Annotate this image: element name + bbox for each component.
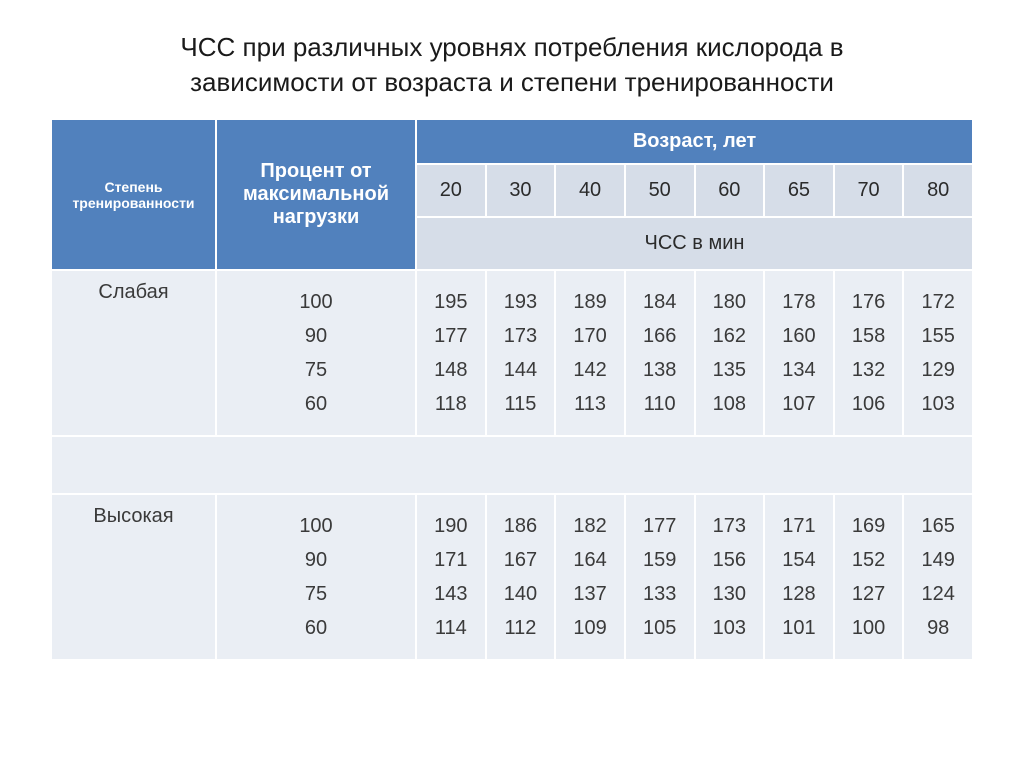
- table-row: Слабая1009075601951771481181931731441151…: [51, 270, 973, 436]
- spacer-cell: [51, 436, 973, 494]
- title-line-2: зависимости от возраста и степени тренир…: [190, 67, 834, 97]
- data-cell: 189170142113: [555, 270, 625, 436]
- data-cell: 186167140112: [486, 494, 556, 660]
- age-70: 70: [834, 164, 904, 217]
- data-cell: 176158132106: [834, 270, 904, 436]
- data-cell: 16514912498: [903, 494, 973, 660]
- title-line-1: ЧСС при различных уровнях потребления ки…: [180, 32, 843, 62]
- percent-cell: 100907560: [216, 270, 416, 436]
- spacer-row: [51, 436, 973, 494]
- age-20: 20: [416, 164, 486, 217]
- data-cell: 182164137109: [555, 494, 625, 660]
- hr-table: Степень тренированности Процент от макси…: [50, 118, 974, 661]
- training-level-label: Слабая: [51, 270, 216, 436]
- col-header-hr: ЧСС в мин: [416, 217, 973, 270]
- data-cell: 180162135108: [695, 270, 765, 436]
- age-80: 80: [903, 164, 973, 217]
- age-65: 65: [764, 164, 834, 217]
- percent-cell: 100907560: [216, 494, 416, 660]
- table-body: Слабая1009075601951771481181931731441151…: [51, 270, 973, 660]
- col-header-percent: Процент от максимальной нагрузки: [216, 119, 416, 270]
- data-cell: 173156130103: [695, 494, 765, 660]
- col-header-training: Степень тренированности: [51, 119, 216, 270]
- table-row: Высокая100907560190171143114186167140112…: [51, 494, 973, 660]
- age-40: 40: [555, 164, 625, 217]
- data-cell: 171154128101: [764, 494, 834, 660]
- age-60: 60: [695, 164, 765, 217]
- data-cell: 193173144115: [486, 270, 556, 436]
- data-cell: 172155129103: [903, 270, 973, 436]
- data-cell: 169152127100: [834, 494, 904, 660]
- col-header-training-text: Степень тренированности: [72, 179, 194, 211]
- training-level-label: Высокая: [51, 494, 216, 660]
- data-cell: 177159133105: [625, 494, 695, 660]
- age-30: 30: [486, 164, 556, 217]
- data-cell: 184166138110: [625, 270, 695, 436]
- col-header-age: Возраст, лет: [416, 119, 973, 164]
- data-cell: 190171143114: [416, 494, 486, 660]
- col-header-percent-text: Процент от максимальной нагрузки: [243, 160, 389, 228]
- page-title: ЧСС при различных уровнях потребления ки…: [50, 30, 974, 100]
- age-50: 50: [625, 164, 695, 217]
- data-cell: 178160134107: [764, 270, 834, 436]
- data-cell: 195177148118: [416, 270, 486, 436]
